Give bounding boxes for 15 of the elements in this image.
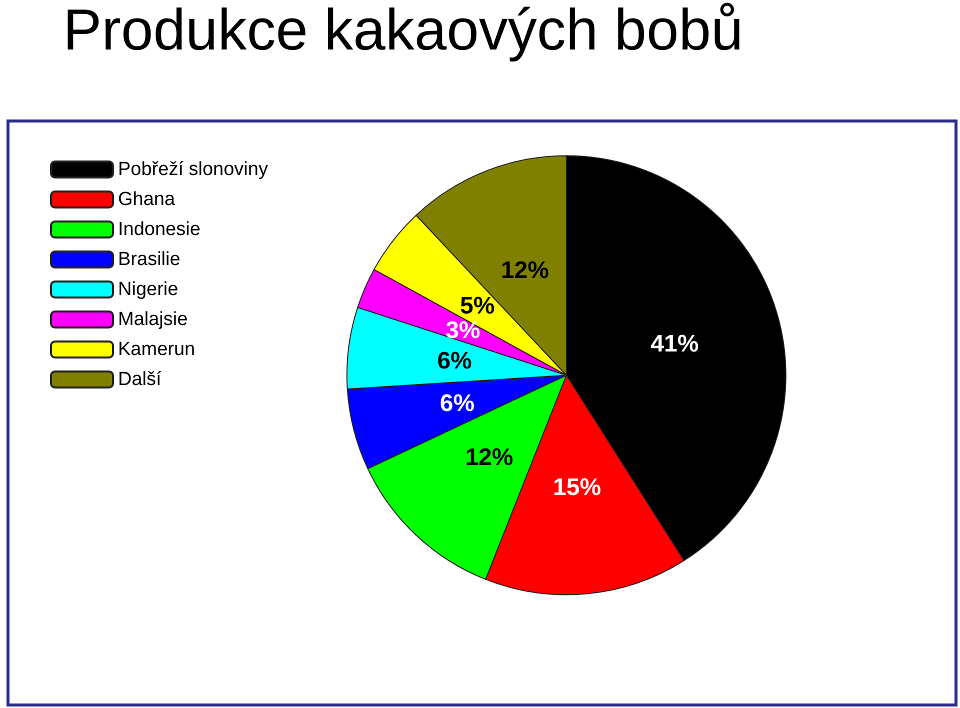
chart-title: Produkce kakaových bobů (63, 0, 744, 62)
legend-label: Ghana (118, 189, 176, 210)
legend-label: Kamerun (118, 339, 196, 360)
data-label: 41% (650, 330, 699, 358)
data-label: 12% (465, 444, 514, 471)
legend-label: Další (118, 369, 162, 390)
legend-label: Brasilie (118, 249, 180, 270)
data-label: 12% (500, 256, 549, 284)
data-label: 6% (440, 390, 475, 417)
legend-label: Indonesie (118, 219, 200, 240)
data-label: 15% (552, 474, 602, 501)
legend-label: Nigerie (118, 279, 178, 300)
legend-label: Malajsie (118, 309, 188, 330)
data-label: 6% (437, 348, 472, 375)
legend-label: Pobřeží slonoviny (118, 159, 268, 180)
